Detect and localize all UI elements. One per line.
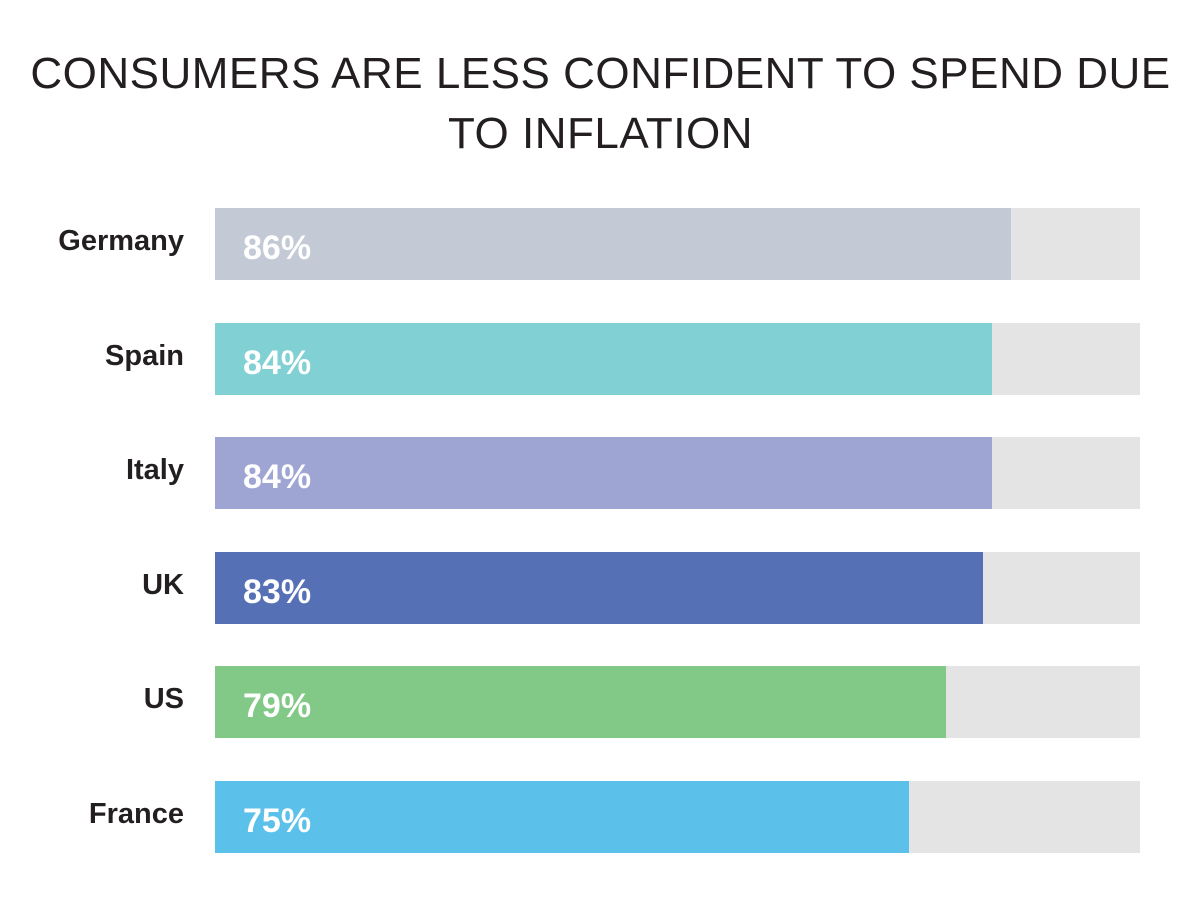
category-label: UK [142,569,184,601]
bar-track: 84% [215,323,1140,395]
bar-spain [215,323,992,395]
bar-track: 79% [215,666,1140,738]
bar-germany [215,208,1011,280]
bar-row-spain: Spain 84% [0,323,1201,395]
bar-us [215,666,946,738]
chart-title-line-1: CONSUMERS ARE LESS CONFIDENT TO SPEND DU… [30,49,1171,98]
chart-title: CONSUMERS ARE LESS CONFIDENT TO SPEND DU… [0,44,1201,164]
bar-france [215,781,909,853]
bar-row-us: US 79% [0,666,1201,738]
bar-value-label: 79% [243,687,312,725]
bar-uk [215,552,983,624]
bar-row-france: France 75% [0,781,1201,853]
chart-title-line-2: TO INFLATION [447,109,754,158]
bar-value-label: 83% [243,573,312,611]
category-label: US [143,683,184,715]
bar-track: 75% [215,781,1140,853]
bar-track: 83% [215,552,1140,624]
bar-track: 86% [215,208,1140,280]
category-label: Germany [58,225,184,257]
bar-value-label: 86% [243,229,312,267]
category-label: Spain [105,340,184,372]
bar-track: 84% [215,437,1140,509]
category-label: Italy [125,454,184,486]
bar-value-label: 84% [243,458,312,496]
bar-row-uk: UK 83% [0,552,1201,624]
category-label: France [88,798,184,830]
bar-italy [215,437,992,509]
bar-row-germany: Germany 86% [0,208,1201,280]
bar-row-italy: Italy 84% [0,437,1201,509]
bar-value-label: 84% [243,344,312,382]
bar-value-label: 75% [243,802,312,840]
